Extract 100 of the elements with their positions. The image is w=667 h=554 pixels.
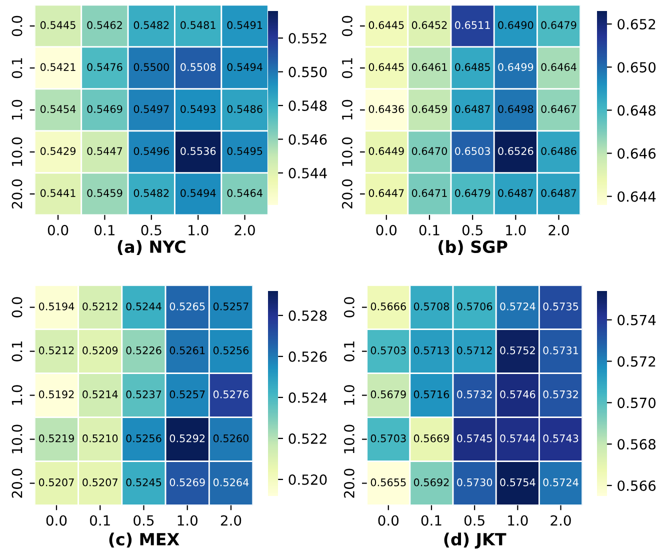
data-label: 0.5244 [126, 302, 162, 310]
data-label: 0.5496 [134, 147, 169, 155]
data-label: 0.5735 [543, 302, 578, 310]
y-tick-label: 10.0 [12, 137, 22, 166]
data-label: 0.5712 [457, 346, 492, 354]
y-tick-label: 1.0 [342, 100, 352, 120]
data-label: 0.6449 [368, 147, 404, 155]
color-bar-label: 0.646 [618, 148, 656, 159]
x-tick-label: 0.1 [419, 224, 440, 236]
x-tick-label: 2.0 [220, 515, 242, 526]
data-label: 0.6503 [455, 147, 490, 155]
data-label: 0.5261 [170, 346, 205, 354]
data-label: 0.5486 [227, 105, 262, 113]
data-label: 0.5746 [500, 390, 536, 398]
data-label: 0.5703 [370, 434, 406, 442]
x-tick-label: 2.0 [548, 224, 569, 236]
data-label: 0.6499 [498, 63, 534, 71]
data-label: 0.5256 [213, 346, 249, 354]
x-tick-label: 0.0 [48, 224, 68, 236]
color-bar-label: 0.546 [288, 134, 327, 145]
color-bar-label: 0.524 [288, 392, 327, 403]
y-tick-label: 0.0 [12, 297, 22, 318]
data-label: 0.5256 [126, 434, 162, 442]
data-label: 0.5669 [414, 434, 449, 442]
data-label: 0.6479 [541, 21, 576, 30]
data-label: 0.5207 [82, 478, 118, 486]
data-label: 0.5257 [213, 302, 248, 310]
data-label: 0.5754 [500, 478, 536, 486]
data-label: 0.6490 [498, 21, 534, 30]
data-label: 0.5476 [87, 63, 122, 71]
x-tick-label: 2.0 [234, 224, 255, 236]
data-label: 0.5210 [82, 434, 118, 442]
x-tick-label: 0.1 [94, 224, 114, 236]
x-tick-label: 0.5 [134, 515, 154, 526]
text: (c) MEX [109, 532, 180, 548]
y-tick-label: 10.0 [344, 424, 354, 454]
data-label: 0.5421 [40, 63, 76, 71]
data-label: 0.6487 [455, 105, 490, 113]
color-bar-label: 0.548 [288, 100, 327, 111]
y-tick-label: 1.0 [12, 385, 22, 405]
data-label: 0.5265 [170, 302, 205, 310]
data-label: 0.5464 [227, 189, 262, 197]
y-tick-label: 0.1 [12, 342, 22, 362]
data-label: 0.5237 [126, 390, 162, 398]
y-tick-label: 1.0 [12, 100, 22, 120]
data-label: 0.5731 [543, 346, 578, 354]
x-tick-label: 1.0 [188, 224, 208, 236]
x-tick-label: 0.0 [46, 515, 67, 526]
data-label: 0.5703 [370, 346, 406, 354]
data-label: 0.5481 [180, 21, 216, 30]
color-bar-label: 0.522 [288, 433, 326, 444]
data-label: 0.5192 [38, 390, 74, 398]
data-label: 0.5732 [543, 390, 578, 398]
data-label: 0.5724 [543, 478, 578, 486]
data-label: 0.5257 [170, 390, 205, 398]
data-label: 0.6479 [455, 189, 490, 197]
text: (d) JKT [444, 532, 506, 549]
data-label: 0.5500 [134, 63, 169, 71]
text: (a) NYC [118, 240, 186, 256]
data-label: 0.6467 [541, 105, 576, 113]
data-label: 0.5269 [170, 478, 205, 486]
color-bar-label: 0.648 [618, 105, 656, 116]
data-label: 0.5482 [134, 21, 169, 30]
text: (b) SGP [438, 240, 508, 256]
data-label: 0.5744 [500, 434, 536, 442]
y-tick-label: 20.0 [342, 179, 352, 208]
data-label: 0.5724 [500, 302, 536, 310]
data-label: 0.6464 [541, 63, 576, 71]
data-label: 0.5752 [500, 346, 535, 354]
color-bar-label: 0.570 [618, 398, 656, 408]
data-label: 0.5462 [87, 21, 122, 30]
data-label: 0.5706 [457, 302, 492, 310]
color-bar-label: 0.650 [618, 62, 656, 73]
y-tick-label: 0.1 [344, 342, 354, 362]
x-tick-label: 0.1 [421, 515, 442, 526]
data-label: 0.5508 [180, 63, 216, 71]
color-bar-label: 0.568 [618, 439, 656, 450]
data-label: 0.5743 [543, 434, 578, 442]
color-bar-label: 0.528 [288, 310, 327, 321]
x-tick-label: 0.5 [141, 224, 162, 236]
data-label: 0.5214 [82, 390, 118, 398]
data-label: 0.5491 [227, 21, 262, 30]
data-label: 0.5219 [38, 434, 74, 442]
x-tick-label: 0.0 [376, 224, 397, 236]
data-label: 0.5276 [213, 390, 249, 398]
data-label: 0.5209 [82, 346, 118, 354]
x-tick-label: 0.5 [462, 224, 482, 236]
x-tick-label: 2.0 [550, 515, 571, 526]
y-tick-label: 10.0 [342, 137, 352, 166]
data-label: 0.5469 [87, 105, 122, 113]
y-tick-label: 0.0 [342, 16, 352, 36]
data-label: 0.5497 [134, 105, 169, 113]
data-label: 0.6445 [368, 21, 404, 30]
x-tick-label: 0.1 [90, 515, 110, 526]
x-tick-label: 0.5 [464, 515, 484, 526]
data-label: 0.6452 [412, 21, 447, 30]
data-label: 0.5226 [126, 346, 162, 354]
y-tick-label: 1.0 [344, 385, 354, 405]
data-label: 0.5207 [38, 478, 74, 486]
data-label: 0.5445 [40, 21, 76, 30]
